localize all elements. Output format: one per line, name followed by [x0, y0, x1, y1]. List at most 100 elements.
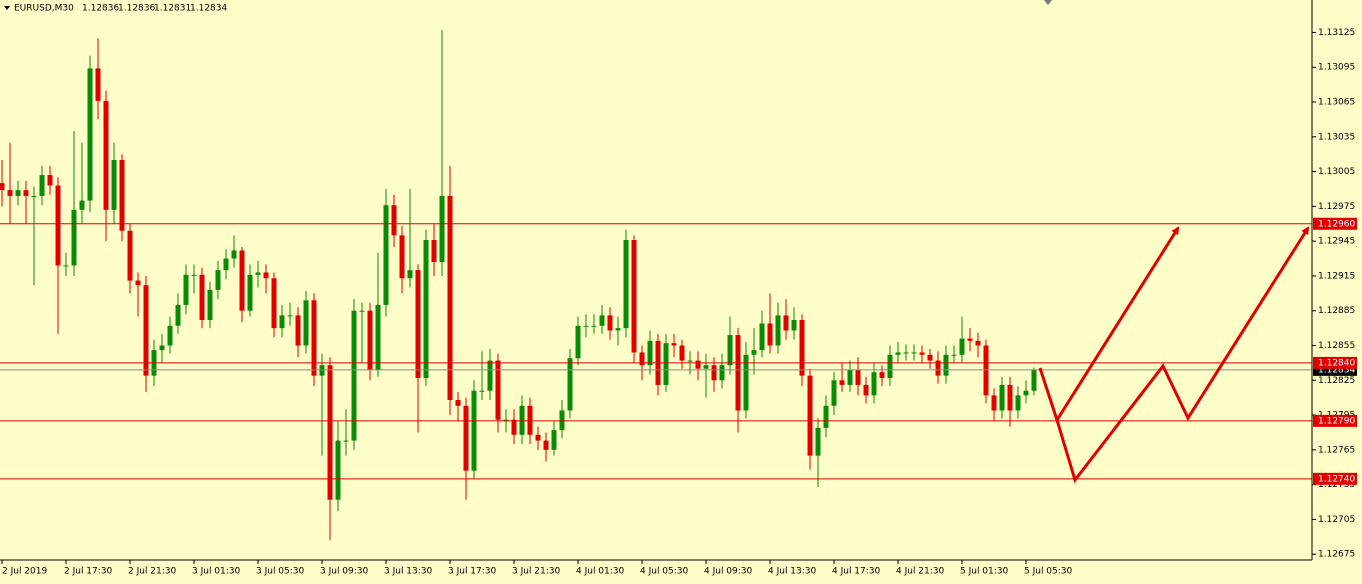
y-tick-label: 1.12975	[1318, 202, 1355, 212]
candle-body	[815, 427, 821, 456]
candle-body	[1007, 384, 1013, 411]
level-label: 1.12790	[1318, 416, 1355, 426]
x-tick-label: 3 Jul 13:30	[384, 567, 433, 577]
candle-body	[415, 270, 421, 378]
shift-marker	[1044, 0, 1052, 5]
candle-body	[935, 360, 941, 376]
candle-body	[783, 315, 789, 331]
level-box	[1313, 414, 1357, 427]
x-tick-label: 4 Jul 01:30	[576, 567, 625, 577]
candle-body	[791, 320, 797, 331]
candle-body	[15, 190, 21, 196]
candle-body	[383, 205, 389, 305]
x-tick-label: 5 Jul 01:30	[960, 567, 1009, 577]
x-tick-label: 3 Jul 05:30	[256, 567, 305, 577]
candle-body	[1031, 369, 1037, 391]
candle-body	[607, 315, 613, 331]
candle-body	[199, 274, 205, 320]
candle-body	[871, 372, 877, 396]
level-label: 1.12740	[1318, 474, 1355, 484]
candle-body	[391, 205, 397, 236]
candle-body	[247, 274, 253, 311]
x-tick-label: 4 Jul 09:30	[704, 567, 753, 577]
candle-body	[447, 195, 453, 400]
candle-body	[223, 258, 229, 271]
candle-body	[263, 272, 269, 279]
candle-body	[7, 190, 13, 196]
candle-body	[831, 380, 837, 406]
candle-body	[423, 240, 429, 378]
candle-body	[399, 235, 405, 279]
candle-body	[111, 160, 117, 210]
candle-body	[567, 358, 573, 411]
candle-body	[55, 185, 61, 266]
candle-body	[279, 315, 285, 329]
candle-body	[143, 285, 149, 376]
y-tick-label: 1.13005	[1318, 167, 1355, 177]
candle-body	[751, 350, 757, 355]
candle-body	[375, 304, 381, 370]
x-tick-label: 2 Jul 21:30	[128, 567, 177, 577]
y-tick-label: 1.13125	[1318, 28, 1355, 38]
candle-body	[359, 310, 365, 312]
candle-body	[679, 345, 685, 361]
candle-body	[335, 440, 341, 500]
arrow	[1055, 226, 1310, 484]
candle-body	[847, 369, 853, 385]
candle-body	[687, 360, 693, 362]
header-value: 1.12836	[82, 4, 119, 14]
candle-body	[71, 209, 77, 266]
candle-body	[703, 365, 709, 369]
candle-body	[743, 354, 749, 411]
candle-body	[431, 240, 437, 263]
candle-body	[183, 274, 189, 305]
symbol-title: EURUSD,M30	[14, 4, 74, 14]
candle-body	[471, 390, 477, 471]
candle-body	[23, 190, 29, 196]
candle-body	[135, 280, 141, 286]
candle-body	[559, 410, 565, 431]
candle-body	[167, 325, 173, 346]
candle-body	[943, 354, 949, 376]
candle-body	[1023, 390, 1029, 396]
candle-body	[543, 440, 549, 450]
candle-body	[351, 310, 357, 441]
candle-body	[47, 175, 53, 186]
candle-body	[863, 384, 869, 396]
candle-body	[615, 328, 621, 331]
candle-body	[479, 390, 485, 392]
x-tick-label: 3 Jul 17:30	[448, 567, 497, 577]
candle-body	[463, 405, 469, 471]
candle-body	[295, 315, 301, 346]
header-value: 1.12836	[118, 4, 155, 14]
candle-body	[535, 434, 541, 441]
candle-body	[287, 315, 293, 317]
candle-body	[807, 375, 813, 456]
y-tick-label: 1.12765	[1318, 445, 1355, 455]
candle-body	[631, 240, 637, 353]
candle-body	[79, 200, 85, 210]
candle-body	[927, 354, 933, 361]
candle-body	[967, 338, 973, 341]
forecast-arrows	[1038, 226, 1310, 484]
candle-body	[975, 340, 981, 346]
candle-body	[159, 345, 165, 351]
candle-body	[959, 338, 965, 355]
x-tick-label: 2 Jul 17:30	[64, 567, 113, 577]
level-label: 1.12960	[1318, 219, 1355, 229]
candle-body	[175, 304, 181, 326]
candle-body	[735, 335, 741, 411]
candle-body	[887, 354, 893, 378]
candle-body	[119, 160, 125, 231]
x-tick-label: 2 Jul 2019	[2, 567, 47, 577]
candle-body	[599, 315, 605, 326]
candle-body	[911, 352, 917, 354]
candle-body	[583, 325, 589, 327]
candle-body	[0, 183, 5, 191]
candle-body	[983, 345, 989, 396]
candle-body	[439, 195, 445, 263]
candle-body	[759, 323, 765, 351]
y-tick-label: 1.12855	[1318, 341, 1355, 351]
candle-body	[343, 440, 349, 442]
